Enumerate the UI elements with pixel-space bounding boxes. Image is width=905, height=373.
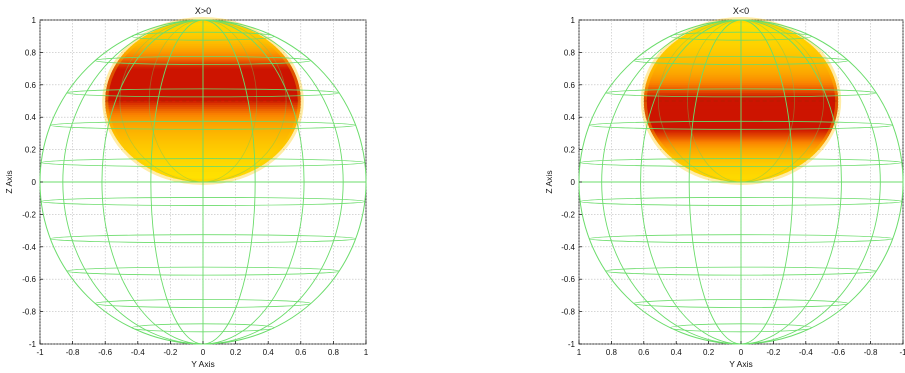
- left-wire-latitude: [94, 299, 312, 308]
- right-y-tick-label: 0.8: [564, 48, 576, 57]
- right-y-tick-label: -0.8: [561, 308, 575, 317]
- right-x-tick-label: -0.4: [799, 348, 813, 357]
- right-x-axis-label: Y Axis: [729, 359, 752, 369]
- left-wire-latitude: [49, 234, 357, 244]
- left-wire-latitude: [40, 158, 366, 167]
- left-ticks: -1 -0.8 -0.6 -0.4 -0.2 0 0.2 0.4 0.6 0.8 1 1 0.8 0.6 0…: [22, 16, 369, 357]
- right-ticks: 1 0.8 0.6 0.4 0.2 0 -0.2 -0.4 -0.6 -0.8 -110.80.60…: [561, 16, 905, 357]
- left-x-tick-label: -0.6: [98, 348, 112, 357]
- right-x-tick-label: -1: [899, 348, 905, 357]
- left-y-tick-label: 0: [32, 178, 37, 187]
- right-wire-latitude: [579, 158, 903, 167]
- left-x-tick-label: -1: [36, 348, 44, 357]
- right-x-tick-label: -0.8: [864, 348, 878, 357]
- left-y-tick-label: -0.6: [22, 275, 36, 284]
- left-wire-latitude: [131, 31, 275, 41]
- left-wire-latitude: [40, 197, 366, 206]
- right-y-tick-label: -1: [568, 340, 576, 349]
- left-y-tick-label: -0.4: [22, 243, 36, 252]
- right-chart-title: X<0: [733, 6, 749, 16]
- right-x-tick-label: 0.2: [703, 348, 715, 357]
- left-x-axis-label: Y Axis: [191, 359, 214, 369]
- left-x-tick-label: 0.2: [230, 348, 242, 357]
- right-wire-latitude: [588, 120, 894, 130]
- left-x-tick-label: 1: [364, 348, 369, 357]
- left-y-axis-label: Z Axis: [4, 170, 14, 193]
- right-wire-latitude: [633, 299, 849, 308]
- right-plot-panel: 1 0.8 0.6 0.4 0.2 0 -0.2 -0.4 -0.6 -0.8 -110.80.60…: [544, 6, 905, 369]
- right-wire-latitude: [633, 56, 849, 65]
- left-y-tick-label: 0.8: [25, 48, 37, 57]
- left-y-tick-label: 0.6: [25, 81, 37, 90]
- right-y-tick-label: -0.6: [561, 275, 575, 284]
- left-wire-latitude: [94, 56, 312, 65]
- left-x-tick-label: 0.8: [328, 348, 340, 357]
- right-y-tick-label: 0.2: [564, 146, 576, 155]
- left-wire-latitude: [66, 88, 340, 98]
- right-y-tick-label: -0.4: [561, 243, 575, 252]
- left-y-tick-label: -0.2: [22, 210, 36, 219]
- left-x-tick-label: -0.2: [164, 348, 178, 357]
- right-x-tick-label: -0.6: [831, 348, 845, 357]
- right-x-tick-label: 0.6: [638, 348, 650, 357]
- right-y-tick-label: 0.4: [564, 113, 576, 122]
- right-y-tick-label: 1: [571, 16, 576, 25]
- right-wire-latitude: [579, 197, 903, 206]
- left-plot-panel: -1 -0.8 -0.6 -0.4 -0.2 0 0.2 0.4 0.6 0.8 1 1 0.8 0.6 0…: [4, 6, 369, 369]
- left-y-tick-label: -0.8: [22, 308, 36, 317]
- right-y-tick-label: 0: [571, 178, 576, 187]
- left-y-tick-label: -1: [29, 340, 37, 349]
- left-x-tick-label: 0: [201, 348, 206, 357]
- right-y-tick-label: 0.6: [564, 81, 576, 90]
- left-x-tick-label: 0.6: [295, 348, 307, 357]
- right-x-tick-label: 0.8: [606, 348, 618, 357]
- right-wire-latitude: [669, 323, 813, 333]
- left-chart-title: X>0: [195, 6, 211, 16]
- right-wire-latitude: [605, 88, 877, 98]
- right-y-tick-label: -0.2: [561, 210, 575, 219]
- left-wire-latitude: [131, 323, 275, 333]
- left-y-tick-label: 0.4: [25, 113, 37, 122]
- right-x-tick-label: 0: [739, 348, 744, 357]
- left-wire-latitude: [66, 266, 340, 276]
- right-wire-latitude: [605, 266, 877, 276]
- right-wire-latitude: [588, 234, 894, 244]
- right-x-tick-label: -0.2: [767, 348, 781, 357]
- left-x-tick-label: -0.4: [131, 348, 145, 357]
- left-wire-latitude: [49, 120, 357, 130]
- left-y-tick-label: 1: [32, 16, 37, 25]
- left-x-tick-label: 0.4: [263, 348, 275, 357]
- right-y-axis-label: Z Axis: [544, 170, 554, 193]
- left-y-tick-label: 0.2: [25, 146, 37, 155]
- left-x-tick-label: -0.8: [66, 348, 80, 357]
- right-x-tick-label: 0.4: [671, 348, 683, 357]
- right-x-tick-label: 1: [577, 348, 582, 357]
- right-wire-latitude: [669, 31, 813, 41]
